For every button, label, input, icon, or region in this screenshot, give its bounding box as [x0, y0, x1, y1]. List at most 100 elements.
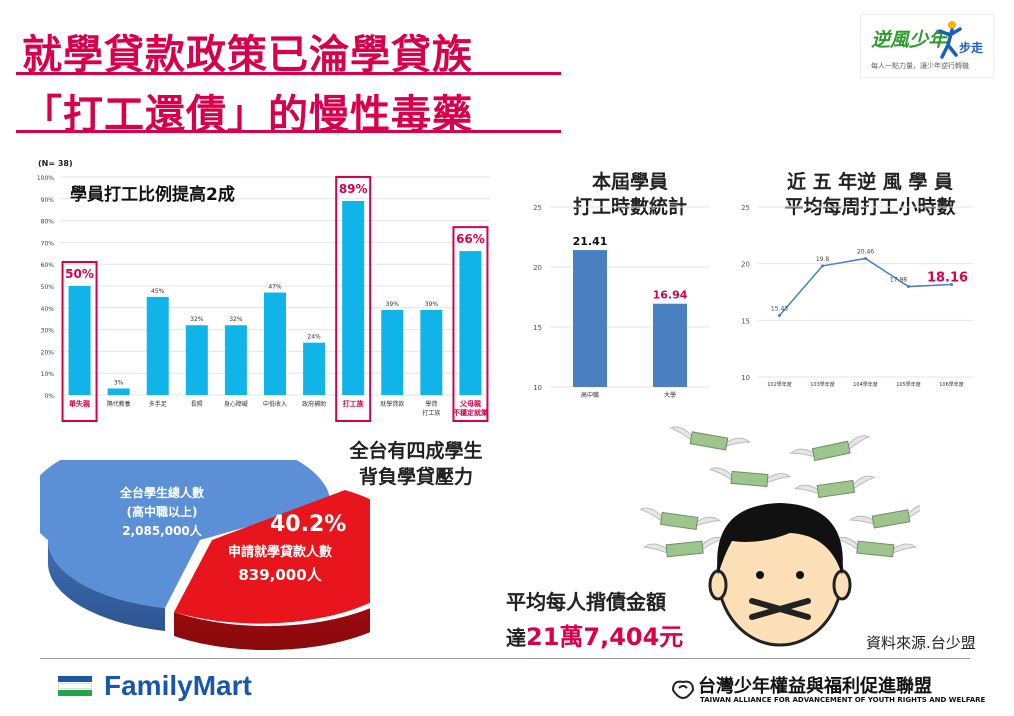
chart3-y-tick: 10	[741, 374, 750, 382]
chart1-bar	[342, 200, 365, 395]
chart1-highlight-box	[452, 226, 489, 423]
chart3-point	[950, 283, 953, 287]
chart1-y-tick: 0%	[44, 393, 54, 400]
org-name: 台灣少年權益與福利促進聯盟	[698, 676, 932, 697]
pie-caption: 全台有四成學生 背負學貸壓力	[316, 438, 516, 490]
chart3-point	[864, 256, 867, 260]
footer-divider	[40, 658, 970, 659]
chart2-bar	[573, 250, 607, 387]
chart1-category-label: 多手足	[149, 400, 167, 408]
chart3-category-label: 104學年度	[853, 381, 878, 388]
logo-text-2: 步走	[959, 41, 984, 55]
chart3-y-tick: 15	[741, 317, 750, 325]
chart1-bar	[224, 325, 247, 395]
chart1-category-label: 單失親	[69, 399, 90, 408]
chart3-y-tick: 20	[741, 261, 750, 269]
pie-caption-line-2: 背負學貸壓力	[358, 466, 473, 488]
chart3-category-label: 106學年度	[939, 381, 964, 388]
chart1-value-label: 66%	[456, 232, 485, 246]
pie-slice-loan	[174, 490, 370, 624]
chart1-y-tick: 40%	[41, 306, 55, 313]
chart3-point	[907, 285, 910, 289]
pie-total-label: 全台學生總人數 (高中職以上) 2,085,000人	[92, 484, 232, 541]
face-icon	[708, 503, 852, 647]
familymart-text: FamilyMart	[104, 670, 252, 701]
debt-line-2: 達21萬7,404元	[506, 617, 683, 652]
chart1-bar	[459, 251, 482, 395]
chart3-series-line	[778, 257, 952, 316]
chart2-title: 本屆學員 打工時數統計	[530, 170, 730, 220]
chart1-y-tick: 90%	[41, 197, 55, 204]
chart3-category-label: 102學年度	[767, 381, 792, 388]
chart1-category-label: 長照	[191, 401, 203, 408]
flying-money-icon	[640, 426, 920, 558]
chart3-title-line-1: 近 五 年逆 風 學 員	[786, 171, 954, 193]
chart1-value-label: 45%	[151, 288, 165, 295]
chart3-y-tick: 25	[741, 204, 750, 212]
chart1-y-tick: 10%	[41, 371, 55, 378]
chart-student-loan-pie	[40, 460, 370, 650]
chart1-annotation: 學員打工比例提高2成	[70, 184, 235, 205]
chart1-value-label: 32%	[190, 316, 204, 323]
chart1-y-tick: 50%	[41, 284, 55, 291]
chart1-highlight-box	[61, 261, 98, 422]
chart2-value-label: 16.94	[653, 289, 688, 302]
debt-amount: 21萬7,404元	[526, 623, 684, 651]
chart1-bar	[146, 296, 169, 395]
chart2-y-tick: 10	[533, 384, 542, 392]
chart2-value-label: 21.41	[573, 235, 608, 248]
org-logo: 台灣少年權益與福利促進聯盟 TAIWAN ALLIANCE FOR ADVANC…	[668, 670, 985, 710]
pie-slice-total	[40, 460, 336, 540]
chart1-bar	[381, 309, 404, 395]
chart1-bar	[303, 342, 326, 395]
chart-weekly-hours-trend: 10 15 20 25 15.43 102學年度 19.8 103學年度 20.46 104學年度…	[741, 204, 973, 388]
chart2-title-line-1: 本屆學員	[591, 171, 668, 193]
pie-slice-loan-side	[174, 496, 370, 650]
pie-slice-total-side	[48, 540, 165, 631]
logo-text: 逆風少年	[871, 29, 948, 51]
youth-logo: 逆風少年 步走 每人一點力量，讓少年逆行轉機	[860, 14, 994, 78]
pie-loan-value: 839,000人	[238, 566, 322, 584]
chart3-category-label: 103學年度	[810, 381, 835, 388]
title-underline-1	[16, 72, 561, 75]
chart1-bar	[107, 388, 130, 395]
debt-line-1: 平均每人揹債金額	[506, 590, 666, 614]
chart1-y-tick: 30%	[41, 328, 55, 335]
chart1-value-label: 32%	[229, 316, 243, 323]
pie-caption-line-1: 全台有四成學生	[349, 440, 483, 462]
logo-subtitle: 每人一點力量，讓少年逆行轉機	[871, 62, 969, 70]
chart1-y-tick: 60%	[41, 262, 55, 269]
pie-total-title: 全台學生總人數	[119, 486, 204, 500]
org-english-name: TAIWAN ALLIANCE FOR ADVANCEMENT OF YOUTH…	[700, 696, 986, 704]
chart1-category-label: 隔代教養	[107, 400, 131, 408]
chart3-value-label: 17.98	[890, 277, 907, 284]
pie-loan-label: 申請就學貸款人數 839,000人	[210, 542, 350, 586]
chart1-category-label: 政府補助	[302, 400, 326, 408]
chart3-value-label: 20.46	[857, 248, 874, 255]
chart3-point	[821, 264, 824, 268]
pie-total-value: 2,085,000人	[122, 524, 202, 538]
chart1-category-label: 學貸打工族	[422, 400, 440, 417]
chart2-bar	[653, 303, 687, 387]
chart3-point	[778, 313, 781, 317]
chart1-category-label: 打工族	[343, 399, 365, 408]
chart2-category-label: 高中職	[581, 391, 599, 399]
chart1-category-label: 就學貸款	[380, 400, 404, 408]
title-underline-2	[16, 130, 561, 133]
chart2-y-tick: 15	[533, 324, 542, 332]
chart1-value-label: 47%	[268, 284, 282, 291]
chart1-y-tick: 100%	[37, 175, 54, 182]
chart1-category-label: 身心障礙	[224, 400, 248, 408]
pie-loan-percent: 40.2%	[270, 512, 347, 537]
debt-prefix: 達	[506, 626, 526, 650]
chart3-value-label: 19.8	[816, 256, 830, 263]
chart1-value-label: 89%	[339, 182, 368, 196]
chart2-y-tick: 25	[533, 204, 542, 212]
chart1-bar	[420, 309, 443, 395]
chart1-y-tick: 70%	[41, 240, 55, 247]
chart1-value-label: 24%	[307, 334, 321, 341]
chart-work-hours: 10 15 20 25 21.41 高中職 16.94 大學	[533, 204, 710, 399]
chart1-value-label: 39%	[425, 301, 439, 308]
pie-loan-title: 申請就學貸款人數	[227, 545, 332, 560]
hand-heart-icon	[671, 680, 695, 700]
